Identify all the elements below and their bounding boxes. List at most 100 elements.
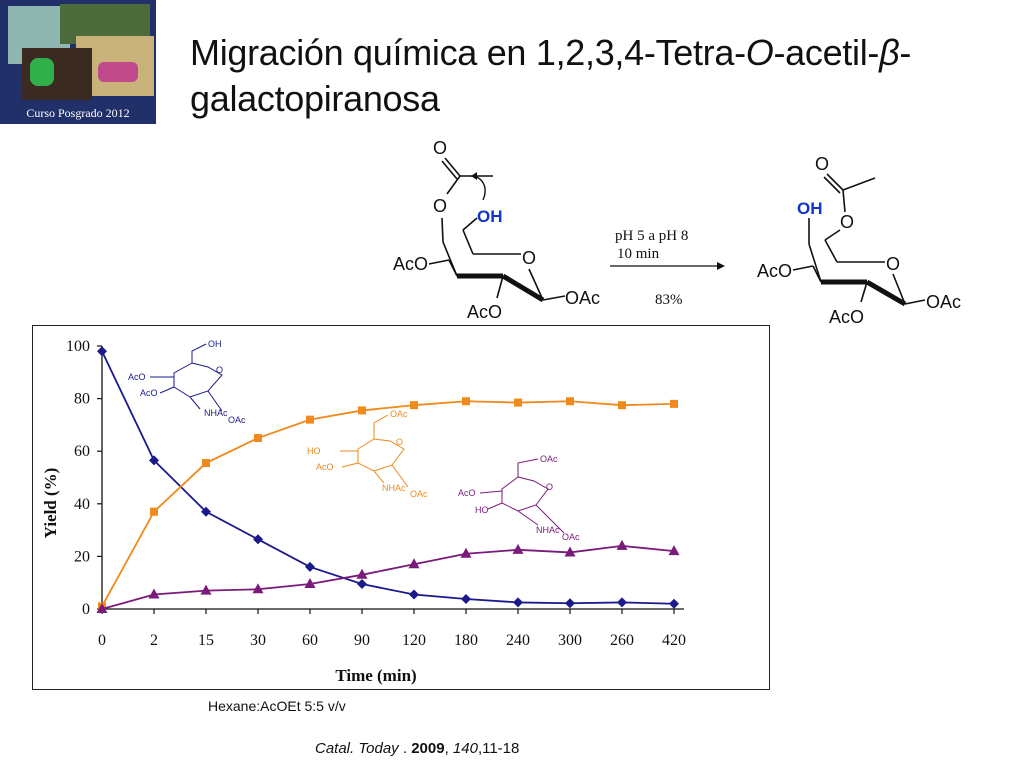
structure-purple-oac: OAc: [562, 532, 580, 542]
structure-orange-nhac: NHAc: [382, 483, 406, 493]
product-oac-right: OAc: [926, 292, 961, 312]
series-line-square: [101, 400, 675, 607]
structure-blue: [150, 343, 223, 412]
x-tick-labels: 0 2 15 30 60 90 120 180 240 300 260 420: [98, 632, 686, 649]
reactant-aco-bottom: AcO: [467, 302, 502, 322]
structure-blue-aco2: AcO: [140, 388, 158, 398]
data-point-triangle: [564, 546, 576, 557]
data-point-triangle: [616, 539, 628, 550]
y-tick-label: 60: [74, 443, 90, 460]
reaction-arrow-head: [717, 262, 725, 270]
citation-comma: ,: [444, 740, 453, 757]
conditions-yield: 83%: [655, 292, 683, 308]
data-point-square: [670, 399, 678, 408]
x-tick-label: 120: [402, 632, 426, 649]
reactant-o6: O: [433, 196, 447, 216]
data-point-diamond: [357, 579, 367, 590]
solvent-note: Hexane:AcOEt 5:5 v/v: [208, 698, 346, 714]
citation: Catal. Today . 2009, 140,11-18: [315, 740, 519, 757]
reaction-scheme: O O OH O AcO AcO OAc pH 5 a pH 8 10 min …: [393, 138, 961, 327]
structure-blue-o: O: [216, 365, 223, 375]
data-point-square: [566, 397, 574, 406]
logo-caption: Curso Posgrado 2012: [26, 106, 130, 120]
yield-time-chart: 0 20 40 60 80 100 0 2 15 30 60 90 120 180 240 300 260 42…: [41, 338, 686, 685]
data-point-square: [358, 406, 366, 415]
data-point-diamond: [565, 598, 575, 609]
product-o6: O: [840, 212, 854, 232]
data-point-triangle: [512, 543, 524, 554]
citation-volume: 140: [452, 740, 478, 757]
conditions-line1: pH 5 a pH 8: [615, 228, 688, 244]
data-point-triangle: [304, 578, 316, 589]
data-point-triangle: [408, 558, 420, 569]
data-point-triangle: [460, 547, 472, 558]
logo-green-mark: [30, 58, 54, 86]
title-part3: -galactopiranosa: [190, 32, 912, 119]
reactant-oac-right: OAc: [565, 288, 600, 308]
reaction-conditions: pH 5 a pH 8 10 min 83%: [610, 228, 725, 308]
product-aco-left: AcO: [757, 261, 792, 281]
structure-purple-nhac: NHAc: [536, 525, 560, 535]
data-point-square: [254, 434, 262, 443]
data-point-square: [306, 415, 314, 424]
y-tick-label: 0: [82, 601, 90, 618]
chart-frame: [32, 325, 770, 690]
reactant-oh: OH: [477, 207, 503, 226]
data-point-square: [618, 401, 626, 410]
structure-purple-aco: AcO: [458, 488, 476, 498]
data-point-diamond: [617, 597, 627, 608]
product-oh: OH: [797, 199, 823, 218]
data-point-diamond: [409, 589, 419, 600]
reactant-carbonyl-o: O: [433, 138, 447, 158]
slide-title: Migración química en 1,2,3,4-Tetra-O-ace…: [190, 30, 970, 122]
product-carbonyl-o: O: [815, 154, 829, 174]
x-tick-label: 300: [558, 632, 582, 649]
data-point-diamond: [253, 534, 263, 545]
data-point-triangle: [96, 603, 108, 613]
structure-orange-oac: OAc: [410, 489, 428, 499]
title-italic-beta: β: [879, 32, 900, 73]
structure-orange-oac6: OAc: [390, 409, 408, 419]
structure-orange-ho: HO: [307, 446, 321, 456]
x-axis-label: Time (min): [335, 666, 416, 685]
x-tick-label: 240: [506, 632, 530, 649]
y-axis-label: Yield (%): [41, 468, 60, 539]
structure-purple: [479, 458, 565, 534]
x-tick-label: 260: [610, 632, 634, 649]
data-point-triangle: [252, 583, 264, 594]
y-tick-label: 80: [74, 391, 90, 408]
data-point-triangle: [356, 568, 368, 579]
logo-pink-flask: [98, 62, 138, 82]
reactant-ring-o: O: [522, 248, 536, 268]
series-line-diamond: [101, 350, 675, 605]
title-part1: Migración química en 1,2,3,4-Tetra-: [190, 32, 746, 73]
structure-purple-o: O: [546, 482, 553, 492]
data-point-diamond: [149, 455, 159, 466]
product-ring-o: O: [886, 254, 900, 274]
data-point-diamond: [305, 561, 315, 572]
citation-pages: ,11-18: [477, 740, 520, 757]
x-tick-label: 30: [250, 632, 266, 649]
y-tick-labels: 0 20 40 60 80 100: [66, 338, 90, 618]
product-structure: O O OH O AcO AcO OAc: [757, 154, 961, 327]
series-line-triangle: [101, 544, 675, 610]
x-tick-label: 90: [354, 632, 370, 649]
structure-blue-nhac: NHAc: [204, 408, 228, 418]
structure-blue-oac: OAc: [228, 415, 246, 425]
structure-purple-ho: HO: [475, 505, 489, 515]
title-part2: -acetil-: [773, 32, 880, 73]
x-tick-label: 180: [454, 632, 478, 649]
x-tick-label: 15: [198, 632, 214, 649]
course-logo: Curso Posgrado 2012: [0, 0, 156, 124]
data-point-triangle: [148, 588, 160, 599]
y-tick-label: 20: [74, 548, 90, 565]
data-point-triangle: [668, 545, 680, 556]
product-aco-bottom: AcO: [829, 307, 864, 327]
data-point-square: [410, 401, 418, 410]
structure-orange: [340, 414, 409, 488]
data-point-diamond: [669, 598, 679, 609]
citation-journal: Catal. Today: [315, 740, 399, 757]
structure-orange-aco: AcO: [316, 462, 334, 472]
title-italic-o: O: [745, 32, 774, 73]
data-point-diamond: [97, 346, 107, 357]
